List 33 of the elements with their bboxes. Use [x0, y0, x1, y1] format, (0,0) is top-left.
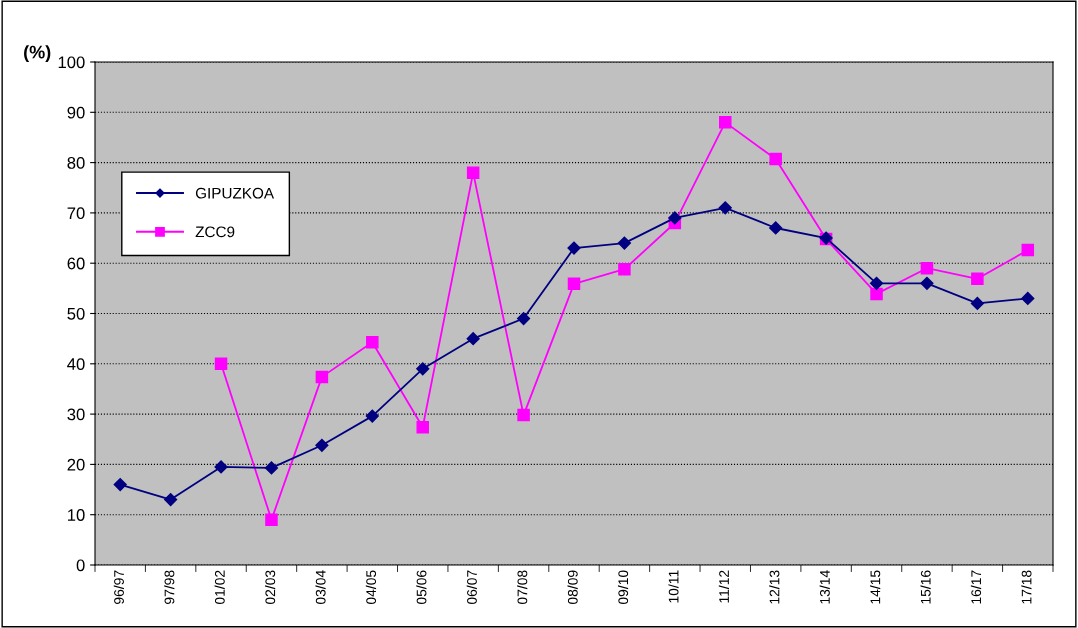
x-tick-label: 10/11	[668, 570, 679, 603]
x-tick-label: 04/05	[365, 570, 377, 605]
y-tick-label: 30	[67, 408, 85, 421]
y-tick-label: 20	[67, 458, 85, 471]
x-tick-label: 13/14	[819, 570, 830, 604]
x-tick-label: 08/09	[567, 570, 578, 605]
x-tick-label: 07/08	[517, 570, 528, 605]
x-tick-label: 11/12	[718, 570, 729, 603]
x-tick-label: 12/13	[769, 570, 780, 604]
x-tick-label: 09/10	[617, 570, 629, 605]
y-tick-label: 0	[76, 559, 85, 572]
x-tick-label: 06/07	[466, 570, 477, 605]
x-tick-label: 97/98	[164, 570, 175, 604]
y-tick-label: 50	[67, 307, 85, 320]
legend-label: ZCC9	[195, 226, 235, 238]
x-tick-label: 16/17	[970, 570, 982, 604]
legend-label: GIPUZKOA	[195, 187, 275, 199]
y-tick-label: 40	[67, 358, 85, 370]
y-tick-label: 60	[67, 257, 85, 270]
y-tick-label: 100	[58, 56, 85, 69]
y-tick-label: 80	[67, 157, 85, 169]
x-tick-label: 03/04	[315, 570, 326, 605]
x-tick-label: 96/97	[113, 570, 124, 604]
x-tick-label: 15/16	[920, 570, 931, 604]
y-tick-label: 90	[67, 106, 85, 119]
y-tick-label: 70	[67, 207, 85, 220]
x-tick-label: 05/06	[416, 570, 427, 605]
y-tick-label: 10	[68, 509, 85, 521]
x-tick-label: 02/03	[265, 570, 276, 605]
y-axis-title: (%)	[24, 45, 51, 62]
x-tick-label: 01/02	[214, 570, 225, 605]
x-tick-label: 14/15	[870, 570, 881, 604]
x-tick-label: 17/18	[1021, 570, 1032, 604]
